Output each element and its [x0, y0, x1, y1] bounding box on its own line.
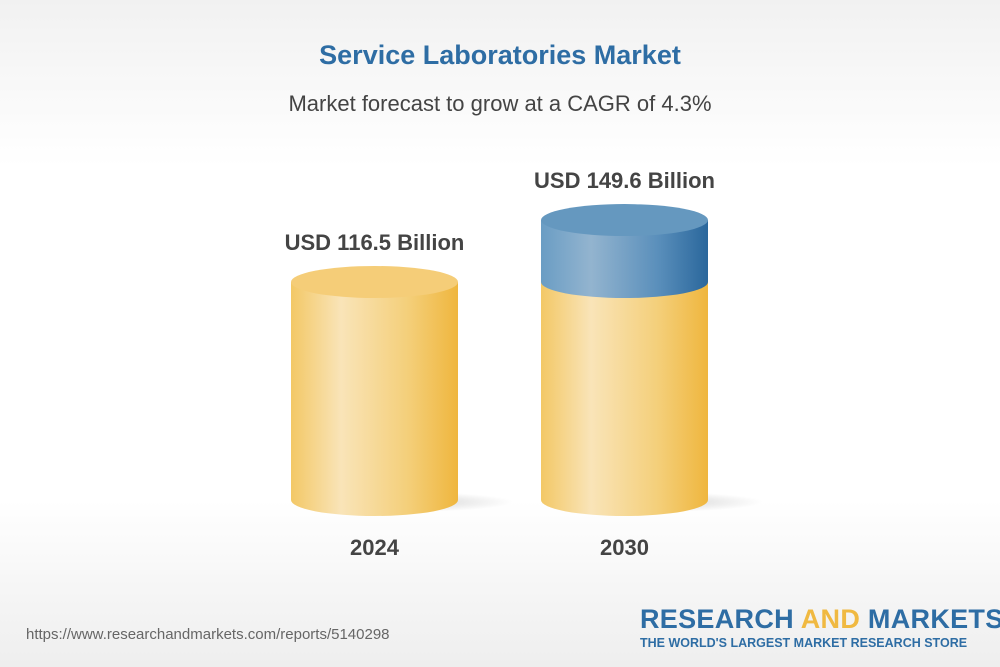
source-url[interactable]: https://www.researchandmarkets.com/repor…: [26, 626, 390, 643]
logo-tagline: THE WORLD'S LARGEST MARKET RESEARCH STOR…: [640, 636, 968, 650]
chart-subtitle: Market forecast to grow at a CAGR of 4.3…: [288, 91, 712, 116]
chart-title: Service Laboratories Market: [319, 40, 681, 70]
bar-top-2024: [291, 266, 458, 298]
research-and-markets-logo: RESEARCH AND MARKETS THE WORLD'S LARGEST…: [640, 604, 1000, 650]
data-label-2030: USD 149.6 Billion: [534, 168, 715, 193]
data-label-2024: USD 116.5 Billion: [285, 230, 465, 255]
logo-text-research: RESEARCH: [640, 604, 801, 634]
bar-growth-2030: [541, 220, 708, 298]
bar-top-2030: [541, 204, 708, 237]
logo-text-and: AND: [800, 604, 861, 634]
category-label-2030: 2030: [600, 535, 649, 560]
bar-2024: [291, 282, 458, 516]
bar-2030: [541, 282, 708, 516]
logo-text-markets: MARKETS: [860, 604, 1000, 634]
category-label-2024: 2024: [350, 535, 400, 560]
